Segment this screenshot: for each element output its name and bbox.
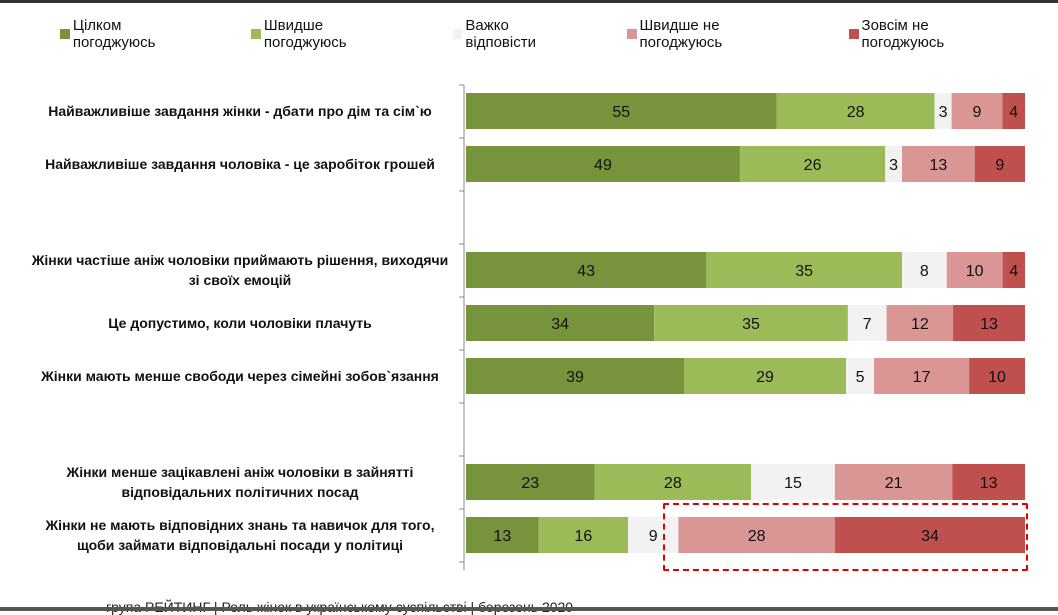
bar-segment xyxy=(706,252,903,288)
bar-segment xyxy=(751,464,835,500)
category-label: Жінки мають менше свободи через сімейні … xyxy=(41,368,439,384)
bar-segment xyxy=(1002,93,1025,129)
bar-segment xyxy=(776,93,935,129)
data-label: 29 xyxy=(756,369,774,386)
category-label: Найважливіше завдання чоловіка - це заро… xyxy=(45,156,435,172)
bar-segment xyxy=(466,464,595,500)
data-label: 5 xyxy=(856,369,865,386)
bar-segment xyxy=(466,252,707,288)
data-label: 7 xyxy=(863,316,872,333)
bar-segment xyxy=(874,358,970,394)
top-border xyxy=(0,0,1058,3)
data-label: 35 xyxy=(742,316,760,333)
data-label: 49 xyxy=(594,157,612,174)
bar-segment xyxy=(739,146,886,182)
data-label: 13 xyxy=(980,475,998,492)
legend-swatch xyxy=(60,29,70,39)
bar-segment xyxy=(594,464,752,500)
category-label: Це допустимо, коли чоловіки плачуть xyxy=(108,315,372,331)
data-label: 28 xyxy=(847,104,865,121)
legend-label: Швидше не погоджуюсь xyxy=(639,17,723,51)
data-label: 35 xyxy=(795,263,813,280)
bar-segment xyxy=(885,146,903,182)
bar-segment xyxy=(466,358,685,394)
bar-segment xyxy=(834,464,953,500)
data-label: 10 xyxy=(988,369,1006,386)
legend-item: Зовсім не погоджуюсь xyxy=(848,17,1013,51)
data-label: 17 xyxy=(913,369,931,386)
legend-item: Швидше погоджуюсь xyxy=(251,17,408,51)
data-label: 9 xyxy=(649,528,658,545)
bottom-border xyxy=(0,607,1058,611)
data-label: 21 xyxy=(885,475,903,492)
bar-segment xyxy=(934,93,952,129)
legend-item: Швидше не погоджуюсь xyxy=(626,17,804,51)
data-label: 3 xyxy=(939,104,948,121)
bar-segment xyxy=(684,358,847,394)
bar-segment xyxy=(902,252,947,288)
bar-segment xyxy=(466,305,655,341)
data-label: 34 xyxy=(551,316,569,333)
data-label: 15 xyxy=(784,475,802,492)
data-label: 43 xyxy=(577,263,595,280)
data-label: 4 xyxy=(1009,104,1018,121)
data-label: 28 xyxy=(664,475,682,492)
bar-segment xyxy=(952,464,1025,500)
data-label: 9 xyxy=(973,104,982,121)
data-label: 26 xyxy=(804,157,822,174)
bar-segment xyxy=(1002,252,1025,288)
legend-item: Цілком погоджуюсь xyxy=(60,17,206,51)
data-label: 4 xyxy=(1009,263,1018,280)
data-label: 34 xyxy=(921,528,939,545)
data-label: 3 xyxy=(889,157,898,174)
legend-swatch xyxy=(848,29,859,39)
highlight-box xyxy=(663,503,1028,571)
legend-label: Важко відповісти xyxy=(465,17,536,51)
data-label: 55 xyxy=(612,104,630,121)
legend-swatch xyxy=(251,29,261,39)
bar-segment xyxy=(466,517,539,553)
data-label: 13 xyxy=(980,316,998,333)
bar-segment xyxy=(678,517,835,553)
data-label: 9 xyxy=(995,157,1004,174)
data-label: 13 xyxy=(929,157,947,174)
data-label: 10 xyxy=(966,263,984,280)
data-label: 28 xyxy=(748,528,766,545)
bar-segment xyxy=(466,93,777,129)
bar-segment xyxy=(951,93,1003,129)
bar-segment xyxy=(946,252,1003,288)
bar-segment xyxy=(466,146,740,182)
legend-swatch xyxy=(452,29,463,39)
bar-segment xyxy=(969,358,1025,394)
legend-label: Зовсім не погоджуюсь xyxy=(861,17,945,51)
bar-segment xyxy=(886,305,954,341)
category-label: Жінки менше зацікавлені аніж чоловіки в … xyxy=(66,464,414,500)
bar-segment xyxy=(974,146,1025,182)
bar-segment xyxy=(654,305,848,341)
legend-item: Важко відповісти xyxy=(452,17,582,51)
legend-label: Швидше погоджуюсь xyxy=(263,17,347,51)
data-label: 16 xyxy=(574,528,592,545)
category-label: Жінки частіше аніж чоловіки приймають рі… xyxy=(31,252,449,288)
legend: Цілком погоджуюсь Швидше погоджуюсь Важко … xyxy=(60,17,1058,51)
bar-segment xyxy=(538,517,629,553)
bar-segment xyxy=(847,305,887,341)
bar-segment xyxy=(902,146,975,182)
category-label: Жінки не мають відповідних знань та нави… xyxy=(45,517,435,553)
data-label: 39 xyxy=(566,369,584,386)
bar-segment xyxy=(953,305,1025,341)
bar-segment xyxy=(846,358,875,394)
legend-label: Цілком погоджуюсь xyxy=(72,17,156,51)
data-label: 12 xyxy=(911,316,929,333)
bar-segment xyxy=(834,517,1025,553)
data-label: 8 xyxy=(920,263,929,280)
category-label: Найважливіше завдання жінки - дбати про … xyxy=(48,103,432,119)
data-label: 23 xyxy=(521,475,539,492)
bar-segment xyxy=(628,517,679,553)
data-label: 13 xyxy=(493,528,511,545)
legend-swatch xyxy=(626,29,637,39)
